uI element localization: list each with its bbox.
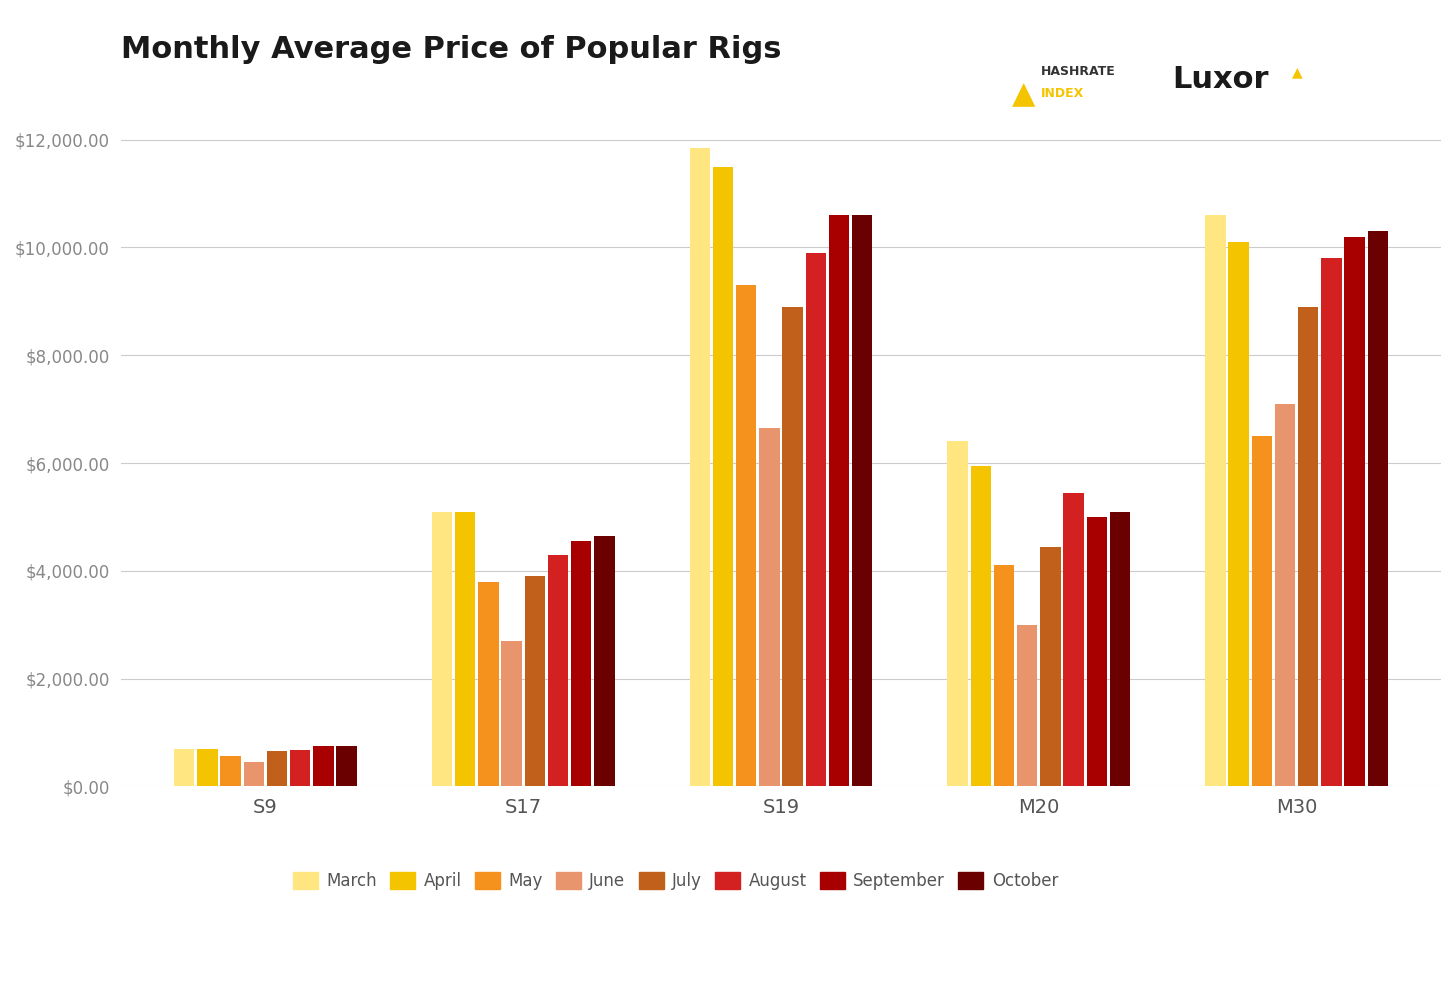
Bar [737,285,757,786]
Bar [501,641,521,786]
Bar [456,512,476,786]
Bar [524,576,545,786]
Bar [1229,243,1249,786]
Bar [547,555,568,786]
Bar [266,751,287,786]
Bar [1299,306,1319,786]
Bar [243,761,264,786]
Text: Luxor: Luxor [1172,65,1268,94]
Bar [175,748,195,786]
Bar [594,536,614,786]
Bar [197,748,218,786]
Text: INDEX: INDEX [1041,87,1085,100]
Bar [994,566,1015,786]
Bar [1063,493,1083,786]
Bar [1344,237,1364,786]
Bar [948,441,968,786]
Bar [290,750,310,786]
Bar [828,216,849,786]
Bar [1252,436,1273,786]
Text: HASHRATE: HASHRATE [1041,65,1115,78]
Bar [759,428,779,786]
Bar [1367,232,1388,786]
Text: ▲: ▲ [1291,65,1302,79]
Bar [1018,625,1038,786]
Bar [432,512,453,786]
Text: ▲: ▲ [1012,80,1035,109]
Bar [971,466,992,786]
Bar [478,582,498,786]
Bar [336,747,357,786]
Bar [1321,258,1341,786]
Bar [713,167,734,786]
Bar [782,306,802,786]
Bar [571,541,591,786]
Bar [1109,512,1130,786]
Bar [1275,404,1296,786]
Legend: March, April, May, June, July, August, September, October: March, April, May, June, July, August, S… [287,865,1064,896]
Text: Monthly Average Price of Popular Rigs: Monthly Average Price of Popular Rigs [121,35,782,64]
Bar [805,252,826,786]
Bar [852,216,872,786]
Bar [1206,216,1226,786]
Bar [1086,517,1107,786]
Bar [220,756,240,786]
Bar [1040,547,1060,786]
Bar [690,148,711,786]
Bar [313,747,333,786]
